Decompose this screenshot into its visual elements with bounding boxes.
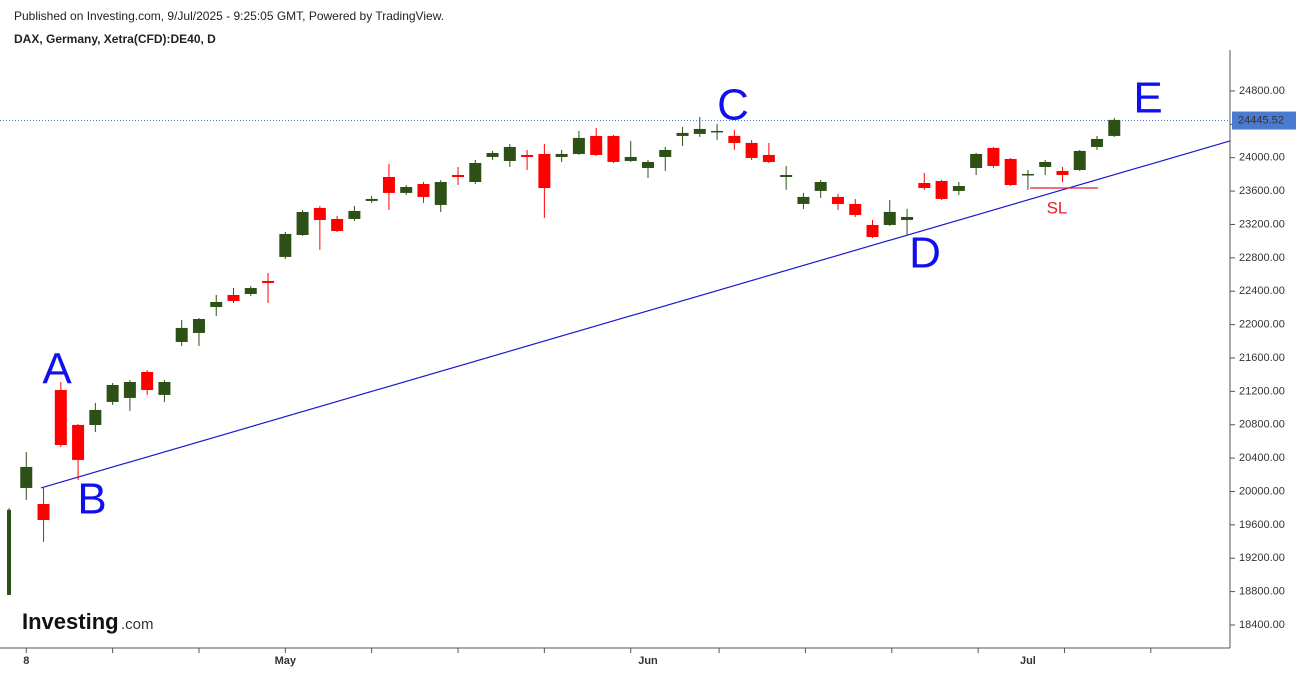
candle-body (244, 287, 257, 294)
x-tick-label: 8 (23, 655, 29, 667)
candle-body (365, 198, 378, 201)
y-tick-label: 24000.00 (1239, 152, 1285, 164)
candle-body (1073, 150, 1086, 170)
candle-body (20, 466, 33, 488)
x-tick-label: Jun (638, 655, 658, 667)
candle-body (503, 146, 516, 161)
candle-body (1091, 138, 1104, 147)
candle-body (572, 137, 585, 154)
annotation-letter: A (42, 345, 72, 394)
candle-body (331, 218, 344, 231)
candle-body (452, 174, 465, 177)
candle-body (970, 153, 983, 168)
candle-body (469, 162, 482, 182)
candle-body (296, 211, 309, 235)
candle-body (158, 381, 171, 395)
published-note: Published on Investing.com, 9/Jul/2025 -… (14, 9, 444, 23)
candle-body (1056, 170, 1069, 175)
candle-body (382, 176, 395, 193)
candle-body (745, 142, 758, 158)
logo: Investing (22, 609, 119, 634)
y-tick-label: 20000.00 (1239, 485, 1285, 497)
y-tick-label: 23600.00 (1239, 185, 1285, 197)
candle-body (417, 184, 430, 197)
y-tick-label: 19600.00 (1239, 519, 1285, 531)
candle-body (797, 196, 810, 204)
candle-body (780, 174, 793, 177)
stop-loss-label: SL (1047, 198, 1068, 217)
y-tick-label: 20400.00 (1239, 452, 1285, 464)
candle-body (849, 203, 862, 215)
candle-body (624, 156, 637, 161)
candle-body (7, 509, 11, 595)
candle-body (1021, 173, 1034, 176)
y-tick-label: 23200.00 (1239, 218, 1285, 230)
candle-body (641, 161, 654, 168)
candle-body (141, 371, 154, 391)
x-tick-label: Jul (1020, 655, 1036, 667)
candle-body (901, 216, 914, 220)
candle-body (486, 152, 499, 157)
candle-body (693, 128, 706, 134)
candle-body (762, 154, 775, 162)
candle-body (123, 381, 136, 398)
candle-body (192, 319, 205, 333)
candle-body (175, 327, 188, 342)
annotation-letter: B (77, 475, 106, 524)
candle-body (918, 183, 931, 189)
candle-body (659, 149, 672, 157)
y-tick-label: 18800.00 (1239, 586, 1285, 598)
y-tick-label: 18400.00 (1239, 619, 1285, 631)
candle-body (210, 301, 223, 307)
candle-body (279, 233, 292, 257)
candle-body (728, 135, 741, 143)
y-tick-label: 22000.00 (1239, 319, 1285, 331)
candle-body (106, 385, 119, 402)
annotation-letter: E (1133, 74, 1162, 123)
candle-body (987, 147, 1000, 166)
y-tick-label: 21200.00 (1239, 385, 1285, 397)
candle-body (814, 181, 827, 191)
x-tick-label: May (275, 655, 297, 667)
candle-body (37, 503, 50, 521)
y-tick-label: 24800.00 (1239, 85, 1285, 97)
candle-body (676, 132, 689, 136)
candle-body (711, 130, 724, 133)
candle-body (952, 186, 965, 191)
candle-body (400, 187, 413, 193)
candle-body (866, 224, 879, 237)
candle-body (89, 409, 102, 425)
candle-body (1039, 161, 1052, 167)
candle-body (1108, 119, 1121, 136)
candle-body (262, 280, 275, 283)
last-price-label: 24445.52 (1238, 114, 1284, 126)
candle-body (607, 135, 620, 162)
candle-body (935, 180, 948, 199)
symbol-title: DAX, Germany, Xetra(CFD):DE40, D (14, 32, 216, 46)
candle-body (313, 207, 326, 220)
y-tick-label: 22800.00 (1239, 252, 1285, 264)
candle-body (590, 135, 603, 155)
candle-body (227, 294, 240, 301)
candle-body (831, 196, 844, 204)
candle-body (434, 181, 447, 205)
candle-body (538, 153, 551, 189)
y-tick-label: 20800.00 (1239, 419, 1285, 431)
candle-body (883, 211, 896, 225)
logo-suffix: .com (121, 616, 154, 633)
y-tick-label: 22400.00 (1239, 285, 1285, 297)
candle-body (521, 154, 534, 157)
y-tick-label: 19200.00 (1239, 552, 1285, 564)
last-price-box (1232, 111, 1296, 130)
candle-body (555, 153, 568, 157)
candle-body (1004, 158, 1017, 186)
annotation-letter: D (909, 229, 941, 278)
y-tick-label: 21600.00 (1239, 352, 1285, 364)
candle-body (348, 210, 361, 219)
candle-body (54, 390, 67, 445)
annotation-letter: C (717, 81, 749, 130)
candle-body (72, 424, 85, 460)
trendline (40, 140, 1231, 489)
